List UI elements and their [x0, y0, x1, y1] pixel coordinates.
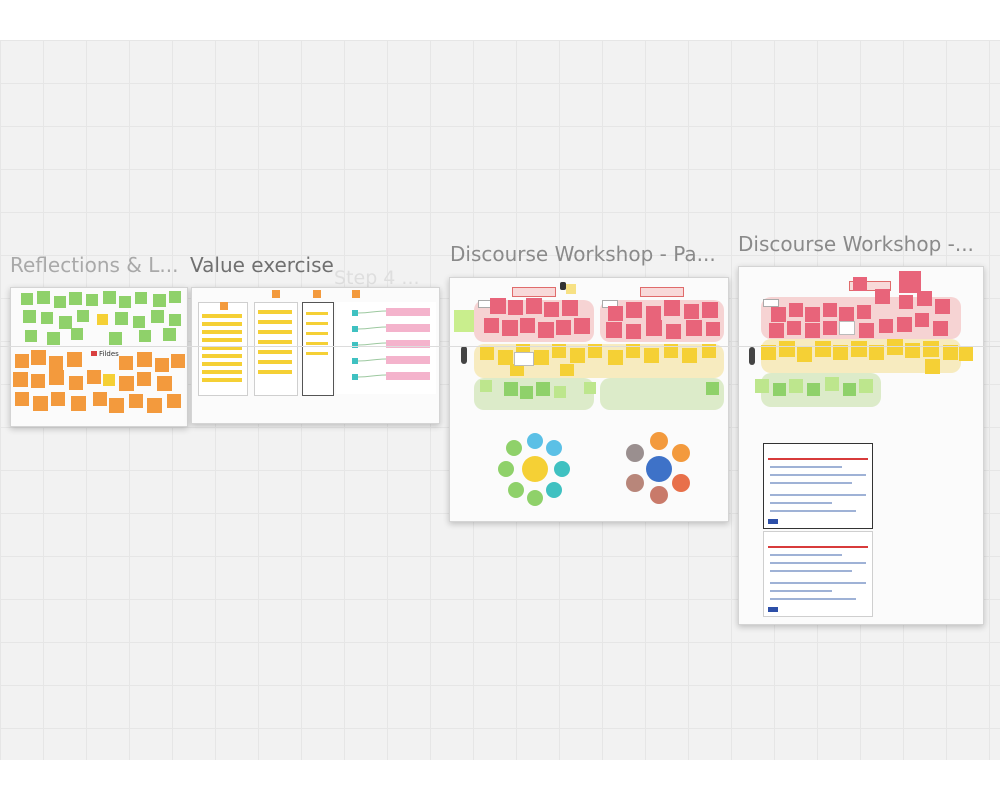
frame-reflections[interactable]: Fildes [10, 287, 188, 427]
fildes-tag-label: Fildes [99, 350, 119, 358]
frame-title-discourse-2[interactable]: Discourse Workshop -... [738, 232, 974, 256]
frame-title-discourse-1[interactable]: Discourse Workshop - Pa... [450, 242, 716, 266]
frame-title-value-exercise[interactable]: Value exercise [190, 253, 334, 277]
frame-discourse-workshop-2[interactable] [738, 266, 984, 625]
frame-value-exercise[interactable] [191, 287, 440, 424]
frame-title-reflections[interactable]: Reflections & L... [10, 253, 179, 277]
frame-discourse-workshop-1[interactable] [449, 277, 729, 522]
whiteboard-canvas[interactable]: Reflections & L... Value exercise Step 4… [0, 40, 1000, 760]
frame-title-step4[interactable]: Step 4 ... [334, 267, 420, 289]
fildes-tag: Fildes [91, 349, 119, 359]
